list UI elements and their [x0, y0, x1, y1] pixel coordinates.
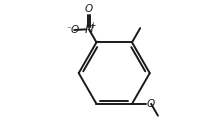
Text: ⁻: ⁻	[66, 26, 71, 34]
Text: N: N	[85, 23, 93, 36]
Text: O: O	[71, 25, 79, 35]
Text: O: O	[146, 99, 155, 109]
Text: +: +	[90, 21, 96, 30]
Text: O: O	[85, 4, 93, 14]
